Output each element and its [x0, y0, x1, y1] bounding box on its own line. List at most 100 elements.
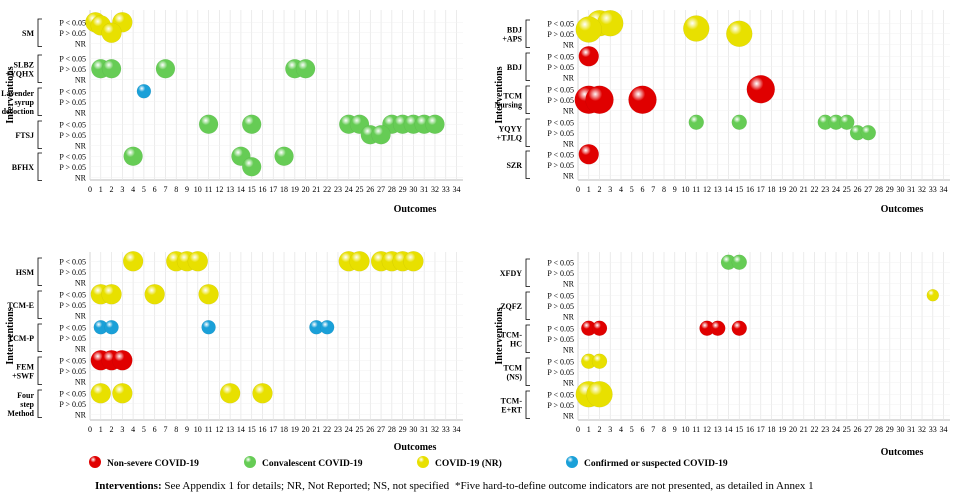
- x-tick-label: 3: [120, 185, 124, 194]
- x-tick-label: 9: [673, 185, 677, 194]
- level-label: P > 0.05: [547, 96, 574, 105]
- x-tick-label: 32: [431, 425, 439, 434]
- x-tick-label: 20: [302, 185, 310, 194]
- bubble-conv: [731, 254, 748, 270]
- level-label: P > 0.05: [547, 129, 574, 138]
- group-name: TCM-P: [8, 334, 34, 343]
- x-tick-label: 9: [185, 425, 189, 434]
- y-axis-title: Interventions: [5, 66, 16, 123]
- level-label: P < 0.05: [547, 357, 574, 366]
- group-name: HSM: [16, 268, 35, 277]
- level-label: P < 0.05: [59, 323, 86, 332]
- group-name-line: Nursing: [494, 100, 522, 109]
- level-label: NR: [75, 173, 87, 182]
- x-tick-label: 17: [757, 185, 765, 194]
- x-tick-label: 29: [399, 425, 407, 434]
- x-tick-label: 14: [237, 185, 245, 194]
- x-tick-label: 19: [291, 425, 299, 434]
- bubble-conf: [136, 84, 152, 99]
- x-axis-title: Outcomes: [394, 442, 437, 453]
- x-tick-label: 18: [768, 185, 776, 194]
- x-tick-label: 12: [703, 425, 711, 434]
- level-label: P < 0.05: [59, 152, 86, 161]
- bubble-conv: [274, 146, 294, 166]
- bubble-conv: [123, 146, 143, 166]
- x-tick-label: 34: [453, 425, 461, 434]
- x-tick-label: 25: [356, 425, 364, 434]
- x-tick-label: 5: [142, 425, 146, 434]
- bubble-nonsev: [578, 46, 600, 67]
- x-tick-label: 0: [88, 425, 92, 434]
- bubble-conv: [241, 114, 262, 134]
- level-label: NR: [75, 108, 87, 117]
- level-label: P > 0.05: [547, 161, 574, 170]
- x-tick-label: 7: [163, 425, 167, 434]
- level-label: P > 0.05: [547, 302, 574, 311]
- bubble-conf: [319, 320, 335, 335]
- level-label: P < 0.05: [547, 118, 574, 127]
- level-label: P > 0.05: [59, 367, 86, 376]
- group-name: FEM +SWF: [12, 362, 34, 380]
- x-tick-label: 32: [918, 185, 926, 194]
- group-name: BDJ: [507, 63, 522, 72]
- group-bracket: [37, 18, 42, 47]
- x-tick-label: 13: [226, 185, 234, 194]
- level-label: P < 0.05: [547, 150, 574, 159]
- group-name-line: SZR: [506, 161, 522, 170]
- x-tick-label: 27: [864, 185, 872, 194]
- x-tick-label: 15: [248, 425, 256, 434]
- x-tick-label: 10: [194, 425, 202, 434]
- group-name: Lavender syrup decoction: [1, 89, 34, 116]
- bubble-nr: [403, 251, 424, 272]
- footer-interventions-note: Interventions: See Appendix 1 for detail…: [95, 480, 449, 492]
- bubble-nr: [219, 383, 241, 404]
- x-tick-label: 19: [778, 185, 786, 194]
- bubble-nr: [187, 251, 209, 272]
- x-tick-label: 3: [608, 425, 612, 434]
- group-name-line: YQYY: [498, 124, 522, 133]
- x-tick-label: 18: [768, 425, 776, 434]
- bubble-nr: [349, 251, 370, 272]
- x-tick-label: 22: [323, 185, 331, 194]
- level-label: P > 0.05: [59, 29, 86, 38]
- group-name-line: TCM-: [501, 330, 523, 339]
- level-label: NR: [75, 344, 87, 353]
- group-name-line: TCM-P: [8, 334, 34, 343]
- group-name: SZR: [506, 161, 522, 170]
- x-tick-label: 11: [205, 185, 213, 194]
- x-tick-label: 23: [334, 185, 342, 194]
- x-tick-label: 33: [929, 425, 937, 434]
- level-label: P < 0.05: [547, 19, 574, 28]
- x-tick-label: 24: [832, 425, 840, 434]
- level-label: P > 0.05: [547, 269, 574, 278]
- x-tick-label: 33: [929, 185, 937, 194]
- group-name-line: SM: [22, 29, 34, 38]
- x-tick-label: 25: [843, 425, 851, 434]
- x-tick-label: 28: [875, 185, 883, 194]
- x-tick-label: 8: [174, 425, 178, 434]
- group-name-line: Four: [17, 391, 34, 400]
- bubble-conv: [860, 125, 877, 141]
- bubble-conv: [731, 114, 748, 130]
- bubble-nr: [591, 353, 608, 369]
- x-tick-label: 10: [194, 185, 202, 194]
- group-bracket: [525, 390, 530, 419]
- level-label: NR: [563, 139, 575, 148]
- x-tick-label: 9: [673, 425, 677, 434]
- bubble-conv: [198, 114, 219, 134]
- x-tick-label: 0: [88, 185, 92, 194]
- bubble-conv: [425, 114, 445, 134]
- x-tick-label: 20: [789, 425, 797, 434]
- x-tick-label: 15: [735, 185, 743, 194]
- level-label: NR: [563, 73, 575, 82]
- level-label: NR: [563, 279, 575, 288]
- group-name: SM: [22, 29, 34, 38]
- bubble-nonsev: [585, 85, 614, 114]
- x-tick-label: 2: [110, 185, 114, 194]
